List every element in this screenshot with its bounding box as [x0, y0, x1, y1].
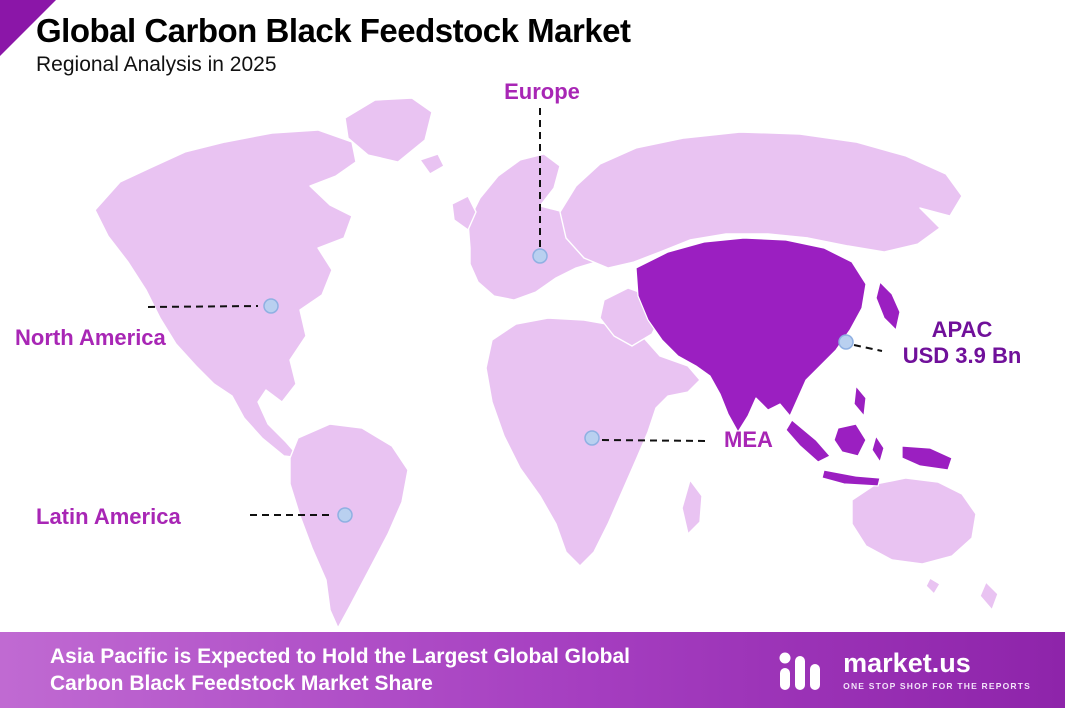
label-north-america: North America [15, 325, 166, 350]
label-mea: MEA [724, 427, 773, 452]
page-title: Global Carbon Black Feedstock Market [36, 12, 631, 49]
continent-australia [851, 477, 977, 565]
island-sulawesi [871, 435, 885, 463]
region-north-asia [559, 131, 963, 269]
marker-latin-america [337, 507, 353, 523]
continent-greenland [344, 97, 433, 163]
label-apac: APAC USD 3.9 Bn [878, 317, 1046, 369]
marker-europe [532, 248, 548, 264]
island-iceland [419, 153, 445, 175]
connector-mea [601, 439, 709, 442]
continent-south-america [289, 423, 409, 629]
brand-name: market.us [843, 647, 971, 678]
island-madagascar [681, 479, 703, 535]
connector-lines [147, 108, 883, 516]
island-tasmania [925, 577, 941, 595]
region-markers [263, 248, 854, 523]
footer-note-line1: Asia Pacific is Expected to Hold the Lar… [50, 644, 630, 668]
continent-north-america [94, 129, 357, 459]
label-latin-america: Latin America [36, 504, 181, 529]
brand-tagline: ONE STOP SHOP FOR THE REPORTS [843, 680, 1031, 691]
connector-apac [853, 344, 883, 352]
marker-apac [838, 334, 854, 350]
island-uk [451, 195, 477, 231]
label-europe: Europe [504, 79, 580, 104]
island-java [821, 469, 881, 487]
marker-mea [584, 430, 600, 446]
footer-banner: Asia Pacific is Expected to Hold the Lar… [0, 632, 1065, 708]
connector-north-america [147, 305, 259, 308]
header: Global Carbon Black Feedstock Market Reg… [36, 12, 631, 77]
island-new-guinea [901, 445, 953, 471]
continents-base [94, 97, 999, 629]
island-philippines [853, 385, 867, 417]
footer-note-line2: Carbon Black Feedstock Market Share [50, 672, 433, 695]
brand-icon [779, 652, 821, 690]
island-new-zealand [979, 581, 999, 611]
region-apac-highlight [635, 237, 953, 487]
brand-logo: market.us ONE STOP SHOP FOR THE REPORTS [777, 646, 1031, 694]
corner-accent-triangle [0, 0, 56, 56]
marker-north-america [263, 298, 279, 314]
island-borneo [833, 423, 867, 457]
label-apac-value: USD 3.9 Bn [902, 342, 1022, 368]
footer-note: Asia Pacific is Expected to Hold the Lar… [50, 643, 630, 698]
island-japan [875, 281, 901, 331]
brand-text: market.us ONE STOP SHOP FOR THE REPORTS [843, 647, 1031, 691]
island-sumatra [785, 419, 831, 463]
page-subtitle: Regional Analysis in 2025 [36, 53, 277, 76]
label-apac-name: APAC [931, 317, 993, 342]
region-asia-mainland [635, 237, 867, 433]
